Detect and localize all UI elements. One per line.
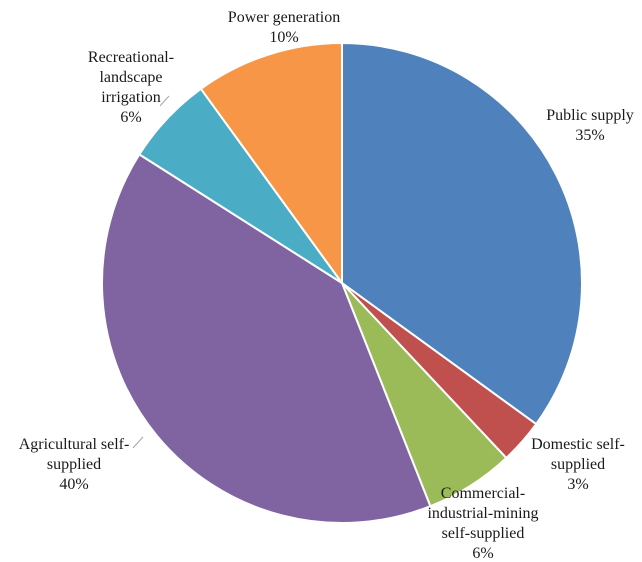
slices bbox=[101, 41, 583, 525]
slice-name-label: supplied bbox=[47, 456, 101, 473]
slice-percent-label: 6% bbox=[120, 109, 141, 126]
slice-percent-label: 10% bbox=[269, 29, 298, 46]
slice-name-label: Agricultural self- bbox=[19, 436, 130, 453]
slice-percent-label: 35% bbox=[575, 127, 604, 144]
pie-slice bbox=[101, 153, 432, 525]
slice-name-label: Public supply bbox=[546, 107, 634, 124]
slice-label: Public supply 35% bbox=[546, 107, 634, 144]
slice-label: Power generation 10% bbox=[228, 9, 340, 46]
slice-label: Commercial-industrial-mining self-supplie… bbox=[427, 485, 538, 562]
slice-label: Domestic self-supplied 3% bbox=[531, 436, 625, 493]
slice-name-label: landscape bbox=[99, 69, 162, 86]
slice-label: Agricultural self-supplied 40% bbox=[19, 436, 130, 493]
pie-slice bbox=[341, 41, 583, 426]
slice-percent-label: 40% bbox=[59, 476, 88, 493]
slice-name-label: irrigation bbox=[101, 89, 161, 106]
slice-name-label: Recreational- bbox=[88, 49, 174, 66]
slice-name-label: supplied bbox=[551, 456, 605, 473]
leader-line bbox=[159, 95, 170, 107]
slice-percent-label: 3% bbox=[567, 476, 588, 493]
slice-name-label: self-supplied bbox=[442, 525, 525, 542]
slice-labels: Public supply 35% Domestic self-supplied 3%… bbox=[19, 9, 634, 562]
slice-name-label: Power generation bbox=[228, 9, 340, 26]
leader-lines bbox=[132, 95, 170, 449]
pie-slice bbox=[199, 41, 343, 287]
slice-name-label: industrial-mining bbox=[427, 505, 538, 522]
slice-name-label: Domestic self- bbox=[531, 436, 625, 453]
slice-name-label: Commercial- bbox=[441, 485, 525, 502]
slice-percent-label: 6% bbox=[472, 545, 493, 562]
leader-line bbox=[132, 436, 144, 449]
slice-label: Recreational-landscape irrigation 6% bbox=[88, 49, 174, 126]
